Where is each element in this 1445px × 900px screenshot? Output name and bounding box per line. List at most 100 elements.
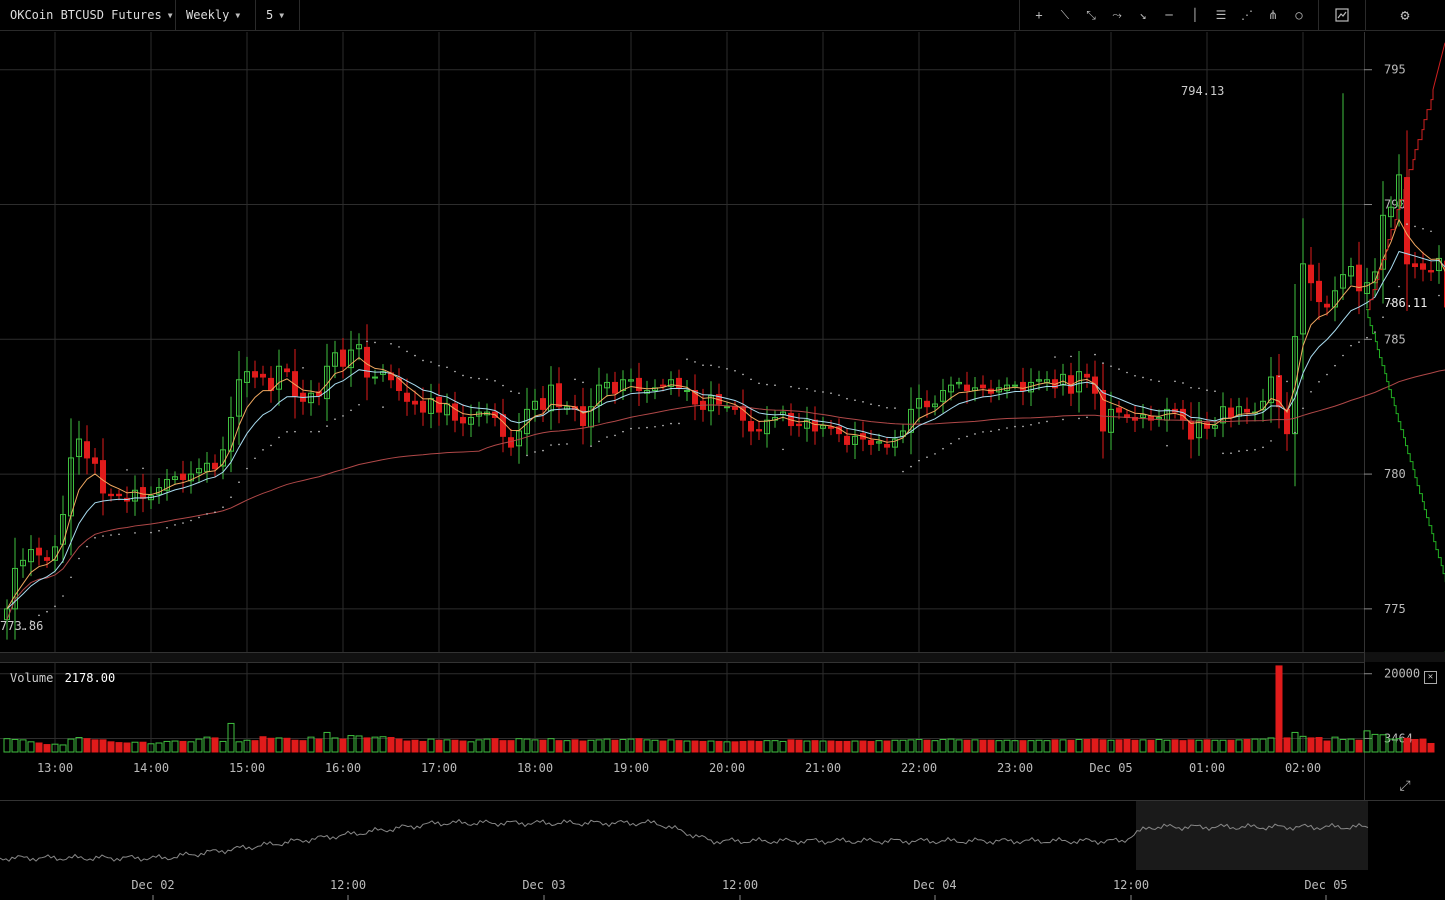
sar-dot — [606, 436, 608, 438]
sar-dot — [542, 449, 544, 452]
candle-body — [1092, 376, 1098, 394]
curve-tool-icon[interactable]: ⤳ — [1112, 8, 1122, 22]
volume-bar — [1131, 739, 1139, 753]
volume-bar — [563, 740, 571, 753]
volume-bar — [395, 738, 403, 753]
sar-dot — [1302, 407, 1304, 410]
volume-bar — [1315, 737, 1323, 753]
volume-bar — [747, 740, 755, 753]
volume-bar — [259, 736, 267, 753]
volume-bar — [179, 740, 187, 753]
volume-bar — [1187, 739, 1195, 753]
sar-dot — [1414, 225, 1416, 228]
sar-dot — [1342, 354, 1344, 357]
fan-tool-icon[interactable]: ⋰ — [1241, 8, 1253, 22]
sar-dot — [1238, 450, 1240, 452]
sar-dot — [38, 614, 40, 617]
sar-dot — [1278, 375, 1280, 378]
volume-bar — [1171, 739, 1179, 753]
volume-bar — [739, 740, 747, 753]
sar-dot — [1310, 390, 1312, 393]
sar-dot — [262, 449, 264, 451]
volume-bar — [1275, 665, 1283, 753]
gear-icon[interactable]: ⚙ — [1400, 6, 1410, 24]
interval-selector[interactable]: 5 ▼ — [256, 0, 300, 31]
candle-body — [652, 387, 658, 392]
sar-dot — [862, 401, 864, 403]
sar-dot — [182, 522, 184, 524]
sar-dot — [710, 364, 712, 367]
volume-bar — [963, 739, 971, 753]
sar-dot — [614, 434, 616, 437]
volume-bar — [1291, 731, 1299, 753]
volume-bar — [475, 739, 483, 753]
volume-bar — [659, 740, 667, 753]
candle-body — [1196, 419, 1202, 439]
volume-bar — [707, 740, 715, 753]
volume-bar — [355, 735, 363, 753]
candle-body — [172, 476, 178, 480]
volume-bar — [1283, 737, 1291, 753]
gann-fan-tool-icon[interactable]: ⋔ — [1267, 8, 1279, 22]
sar-dot — [1334, 364, 1336, 367]
circle-tool-icon[interactable]: ○ — [1295, 8, 1303, 22]
volume-bar — [803, 740, 811, 753]
volume-bar — [915, 738, 923, 753]
candle-body — [1012, 384, 1018, 387]
sar-dot — [1382, 316, 1384, 319]
vertical-line-tool-icon[interactable]: │ — [1191, 8, 1199, 22]
time-tick-label: 22:00 — [901, 761, 937, 775]
sar-dot — [798, 387, 800, 390]
candle-body — [1300, 263, 1306, 335]
sar-dot — [342, 415, 344, 417]
sar-dot — [950, 442, 952, 445]
candle-body — [92, 457, 98, 464]
sar-dot — [1158, 380, 1160, 383]
sar-dot — [774, 384, 776, 386]
volume-bar — [451, 739, 459, 753]
candle-body — [724, 406, 730, 409]
candle-body — [692, 390, 698, 405]
sar-dot — [518, 392, 520, 394]
indicator-chart-icon[interactable] — [1329, 0, 1355, 31]
ray-tool-icon[interactable]: ⤡ — [1086, 8, 1096, 22]
sar-dot — [998, 428, 1000, 431]
fibonacci-tool-icon[interactable]: ☰ — [1215, 8, 1227, 22]
close-icon[interactable]: ✕ — [1424, 671, 1437, 684]
volume-bar — [1299, 735, 1307, 753]
volume-bar — [715, 740, 723, 753]
volume-bar — [979, 739, 987, 753]
volume-bar — [859, 740, 867, 753]
toolbar-divider — [1019, 0, 1020, 31]
navigator-date-label: Dec 04 — [913, 878, 956, 892]
sar-dot — [750, 378, 752, 381]
volume-bar — [467, 741, 475, 753]
candle-body — [708, 395, 714, 412]
sar-dot — [334, 418, 336, 420]
sar-dot — [1030, 423, 1032, 426]
candle-body — [884, 443, 890, 448]
sar-dot — [422, 359, 424, 362]
volume-bar — [123, 742, 131, 753]
crosshair-tool-icon[interactable]: + — [1035, 8, 1043, 22]
sar-dot — [1214, 390, 1216, 392]
sar-dot — [902, 470, 904, 473]
sar-dot — [1270, 440, 1272, 442]
volume-bar — [243, 739, 251, 753]
expand-icon[interactable]: ⤢ — [1399, 778, 1411, 794]
volume-bar — [1243, 738, 1251, 753]
horizontal-line-tool-icon[interactable]: ─ — [1165, 8, 1173, 22]
volume-bar — [1051, 739, 1059, 753]
sar-dot — [462, 374, 464, 377]
arrow-tool-icon[interactable]: ↘ — [1139, 8, 1147, 22]
candle-body — [340, 349, 346, 367]
contract-selector[interactable]: Weekly ▼ — [176, 0, 256, 31]
price-tick-label: 775 — [1384, 602, 1406, 616]
volume-bar — [107, 741, 115, 753]
sar-dot — [510, 390, 512, 393]
trend-line-tool-icon[interactable]: ⟍ — [1060, 8, 1070, 22]
sar-dot — [734, 370, 736, 372]
volume-bar — [667, 739, 675, 753]
symbol-selector[interactable]: OKCoin BTCUSD Futures ▼ — [0, 0, 176, 31]
